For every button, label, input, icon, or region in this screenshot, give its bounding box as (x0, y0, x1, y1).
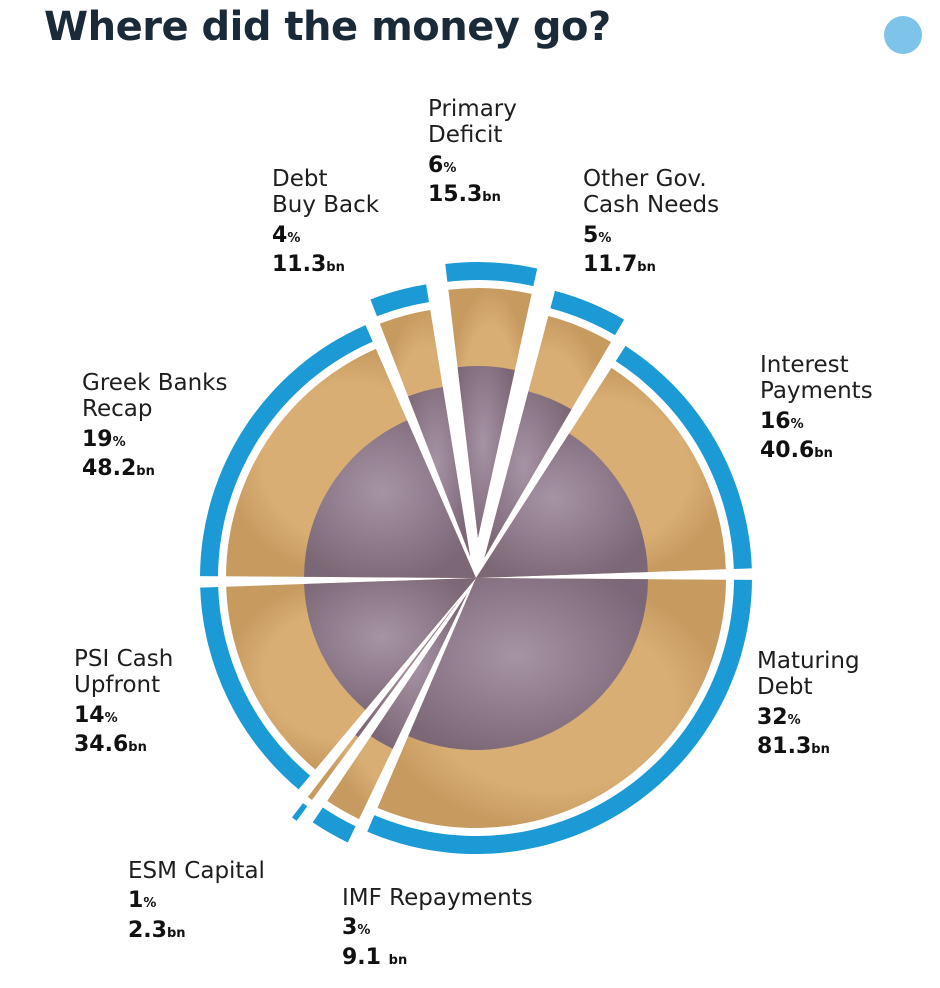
slice-core-other-gov (484, 391, 572, 558)
label-interest: Interest Payments 16% 40.6bn (760, 352, 873, 463)
slice-percent: 6% (428, 152, 457, 178)
slice-core-interest (476, 433, 648, 578)
label-imf: IMF Repayments 3% 9.1 bn (342, 885, 533, 970)
slice-other-gov (484, 290, 625, 558)
slice-imf (312, 593, 468, 843)
slice-maturing-debt (367, 578, 752, 855)
slice-ring-psi (200, 587, 311, 790)
slice-percent: 3% (342, 915, 371, 941)
label-other-gov: Other Gov. Cash Needs 5% 11.7bn (583, 166, 719, 277)
slice-percent: 19% (82, 426, 126, 452)
slice-core-maturing-debt (408, 578, 648, 750)
slice-debt-buyback (370, 284, 471, 557)
slice-name: Primary Deficit (428, 96, 517, 149)
slice-interest (476, 346, 752, 578)
slice-core-primary-deficit (457, 366, 515, 539)
slice-amount: 34.6bn (74, 732, 147, 758)
slice-name: PSI Cash Upfront (74, 646, 174, 699)
label-debt-buyback: Debt Buy Back 4% 11.3bn (272, 166, 379, 277)
slice-percent: 1% (128, 888, 157, 914)
slice-ring-other-gov (550, 290, 625, 336)
slice-percent: 16% (760, 408, 804, 434)
label-psi: PSI Cash Upfront 14% 34.6bn (74, 646, 173, 757)
slice-amount: 48.2bn (82, 456, 155, 482)
slice-ring-maturing-debt (367, 579, 752, 855)
slice-psi (200, 578, 476, 790)
slice-name: Maturing Debt (757, 648, 860, 701)
slice-name: Greek Banks Recap (82, 370, 228, 423)
slice-name: Debt Buy Back (272, 166, 380, 219)
slice-name: IMF Repayments (342, 885, 533, 911)
slice-name: Other Gov. Cash Needs (583, 166, 720, 219)
slice-greek-banks (200, 325, 476, 578)
slice-ring-primary-deficit (445, 262, 538, 287)
slice-ring-debt-buyback (370, 284, 429, 317)
page-title: Where did the money go? (44, 4, 611, 50)
slice-core-psi (304, 578, 476, 710)
slice-amount: 11.7bn (583, 252, 656, 278)
slice-percent: 5% (583, 222, 612, 248)
label-primary-deficit: Primary Deficit 6% 15.3bn (428, 96, 517, 207)
slice-ring-interest (615, 346, 752, 569)
slice-amount: 40.6bn (760, 438, 833, 464)
slice-amount: 81.3bn (757, 734, 830, 760)
slice-percent: 4% (272, 222, 301, 248)
brand-logo-icon (884, 16, 922, 54)
slice-percent: 32% (757, 704, 801, 730)
label-esm: ESM Capital 1% 2.3bn (128, 858, 265, 943)
label-maturing-debt: Maturing Debt 32% 81.3bn (757, 648, 860, 759)
slice-core-esm (355, 598, 461, 738)
slice-ring-imf (312, 807, 356, 843)
slice-amount: 15.3bn (428, 182, 501, 208)
slice-ring-esm (291, 803, 308, 821)
slice-amount: 9.1 bn (342, 944, 408, 970)
slice-name: Interest Payments (760, 352, 873, 405)
slice-core-imf (370, 593, 468, 749)
slice-core-debt-buyback (408, 386, 471, 557)
slice-core-greek-banks (304, 420, 476, 578)
slice-name: ESM Capital (128, 858, 265, 884)
slice-amount: 11.3bn (272, 252, 345, 278)
label-greek-banks: Greek Banks Recap 19% 48.2bn (82, 370, 227, 481)
slice-amount: 2.3bn (128, 917, 186, 943)
slice-esm (291, 598, 461, 821)
slice-percent: 14% (74, 702, 118, 728)
slice-primary-deficit (445, 262, 538, 539)
slice-ring-greek-banks (200, 325, 373, 577)
